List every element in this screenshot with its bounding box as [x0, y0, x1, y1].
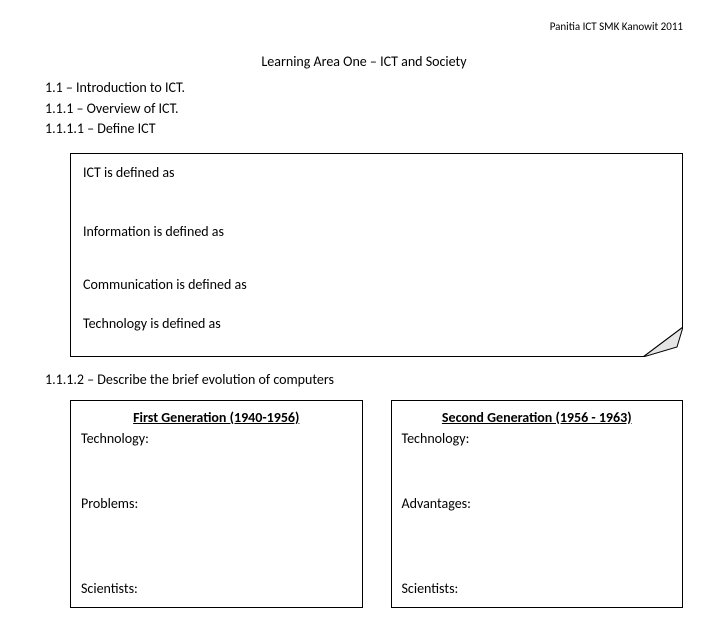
def-ict: ICT is defined as [83, 164, 670, 181]
gen2-scientists: Scientists: [402, 580, 673, 597]
gen1-scientists: Scientists: [81, 580, 352, 597]
def-technology: Technology is defined as [83, 315, 670, 332]
section-evolution: 1.1.1.2 – Describe the brief evolution o… [45, 371, 683, 388]
gen1-technology: Technology: [81, 430, 352, 447]
outline-item-1: 1.1 – Introduction to ICT. [45, 78, 683, 98]
gen1-problems: Problems: [81, 495, 352, 512]
gen2-technology: Technology: [402, 430, 673, 447]
def-information: Information is defined as [83, 223, 670, 240]
outline-item-2: 1.1.1 – Overview of ICT. [45, 99, 683, 119]
first-generation-box: First Generation (1940-1956) Technology:… [70, 400, 363, 608]
outline-list: 1.1 – Introduction to ICT. 1.1.1 – Overv… [45, 78, 683, 139]
generations-row: First Generation (1940-1956) Technology:… [70, 400, 683, 608]
outline-item-3: 1.1.1.1 – Define ICT [45, 119, 683, 139]
gen1-title: First Generation (1940-1956) [81, 409, 352, 426]
page-title: Learning Area One – ICT and Society [45, 53, 683, 70]
def-communication: Communication is defined as [83, 276, 670, 293]
header-source: Panitia ICT SMK Kanowit 2011 [45, 20, 683, 33]
second-generation-box: Second Generation (1956 - 1963) Technolo… [391, 400, 684, 608]
page-fold-icon [643, 327, 683, 357]
gen2-title: Second Generation (1956 - 1963) [402, 409, 673, 426]
definitions-box: ICT is defined as Information is defined… [70, 153, 683, 357]
gen2-advantages: Advantages: [402, 495, 673, 512]
